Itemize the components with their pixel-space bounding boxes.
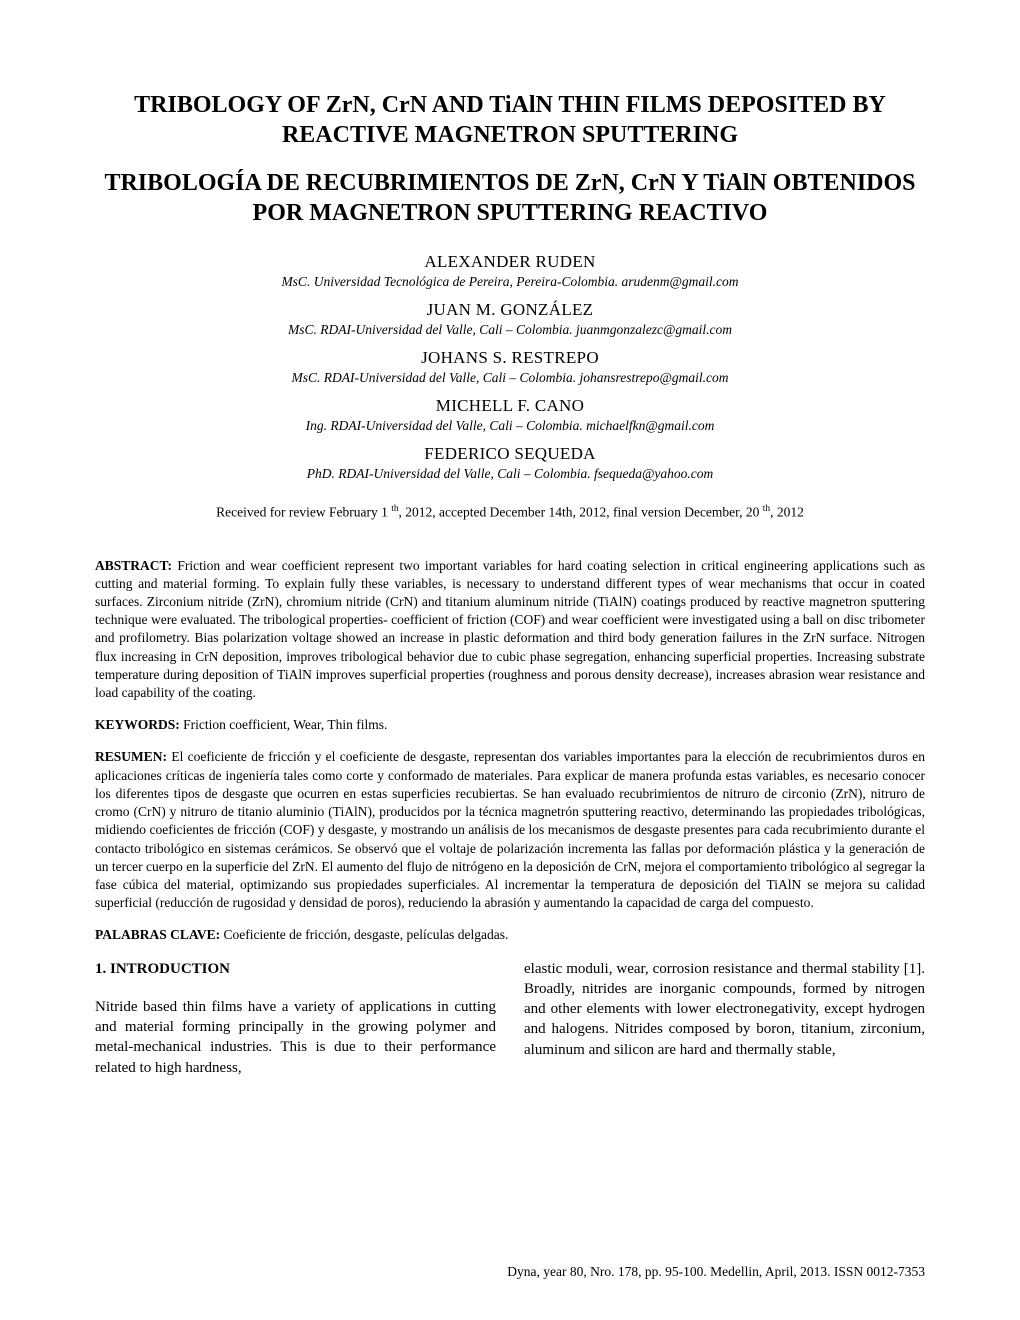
author-block-3: MICHELL F. CANO Ing. RDAI-Universidad de… <box>95 396 925 434</box>
author-block-1: JUAN M. GONZÁLEZ MsC. RDAI-Universidad d… <box>95 300 925 338</box>
resumen-label: RESUMEN: <box>95 749 171 764</box>
author-block-2: JOHANS S. RESTREPO MsC. RDAI-Universidad… <box>95 348 925 386</box>
palabras-label: PALABRAS CLAVE: <box>95 927 224 942</box>
abstract-label: ABSTRACT: <box>95 558 177 573</box>
title-english: TRIBOLOGY OF ZrN, CrN AND TiAlN THIN FIL… <box>95 90 925 150</box>
received-date: Received for review February 1 th, 2012,… <box>95 504 925 521</box>
received-sup1: th <box>391 504 398 514</box>
author-name: JUAN M. GONZÁLEZ <box>95 300 925 320</box>
abstract-block: ABSTRACT: Friction and wear coefficient … <box>95 557 925 703</box>
author-affiliation: MsC. RDAI-Universidad del Valle, Cali – … <box>95 322 925 338</box>
journal-footer: Dyna, year 80, Nro. 178, pp. 95-100. Med… <box>507 1264 925 1280</box>
author-block-4: FEDERICO SEQUEDA PhD. RDAI-Universidad d… <box>95 444 925 482</box>
author-affiliation: PhD. RDAI-Universidad del Valle, Cali – … <box>95 466 925 482</box>
intro-text-col1: Nitride based thin films have a variety … <box>95 997 496 1078</box>
keywords-text: Friction coefficient, Wear, Thin films. <box>183 717 387 732</box>
author-affiliation: MsC. Universidad Tecnológica de Pereira,… <box>95 274 925 290</box>
author-block-0: ALEXANDER RUDEN MsC. Universidad Tecnoló… <box>95 252 925 290</box>
intro-text-col2: elastic moduli, wear, corrosion resistan… <box>524 959 925 1060</box>
palabras-block: PALABRAS CLAVE: Coeficiente de fricción,… <box>95 926 925 944</box>
resumen-text: El coeficiente de fricción y el coeficie… <box>95 749 925 910</box>
author-name: JOHANS S. RESTREPO <box>95 348 925 368</box>
body-columns: 1. INTRODUCTION Nitride based thin films… <box>95 959 925 1078</box>
palabras-text: Coeficiente de fricción, desgaste, pelíc… <box>224 927 509 942</box>
abstract-text: Friction and wear coefficient represent … <box>95 558 925 701</box>
resumen-block: RESUMEN: El coeficiente de fricción y el… <box>95 748 925 912</box>
author-name: FEDERICO SEQUEDA <box>95 444 925 464</box>
received-post: , 2012 <box>770 505 804 520</box>
received-sup2: th <box>763 504 770 514</box>
author-name: ALEXANDER RUDEN <box>95 252 925 272</box>
introduction-heading: 1. INTRODUCTION <box>95 959 496 979</box>
column-right: elastic moduli, wear, corrosion resistan… <box>524 959 925 1078</box>
keywords-block: KEYWORDS: Friction coefficient, Wear, Th… <box>95 716 925 734</box>
title-spanish: TRIBOLOGÍA DE RECUBRIMIENTOS DE ZrN, CrN… <box>95 168 925 228</box>
author-affiliation: Ing. RDAI-Universidad del Valle, Cali – … <box>95 418 925 434</box>
received-mid: , 2012, accepted December 14th, 2012, fi… <box>399 505 763 520</box>
author-name: MICHELL F. CANO <box>95 396 925 416</box>
keywords-label: KEYWORDS: <box>95 717 183 732</box>
column-left: 1. INTRODUCTION Nitride based thin films… <box>95 959 496 1078</box>
author-affiliation: MsC. RDAI-Universidad del Valle, Cali – … <box>95 370 925 386</box>
received-pre: Received for review February 1 <box>216 505 391 520</box>
